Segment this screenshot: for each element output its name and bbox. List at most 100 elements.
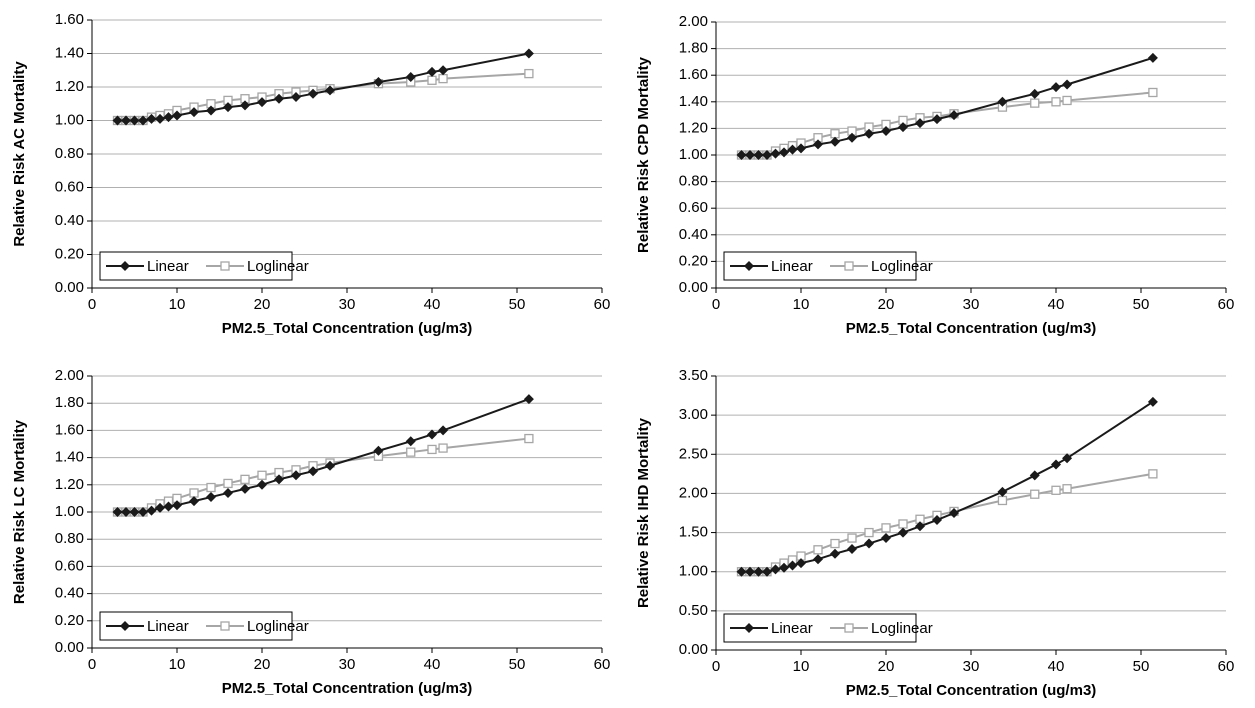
- marker: [274, 93, 284, 104]
- marker: [257, 479, 267, 490]
- marker: [847, 533, 857, 543]
- legend: Linear Loglinear: [99, 611, 309, 641]
- x-tick-label: 60: [594, 296, 611, 313]
- marker: [240, 474, 250, 485]
- marker: [523, 394, 534, 405]
- marker: [796, 143, 806, 154]
- marker: [438, 73, 448, 84]
- legend: Linear Loglinear: [723, 251, 933, 281]
- marker: [915, 118, 925, 129]
- marker: [325, 460, 335, 471]
- marker: [1051, 82, 1061, 93]
- marker: [257, 97, 267, 108]
- x-tick-label: 40: [424, 656, 441, 673]
- marker: [427, 66, 437, 77]
- marker: [206, 105, 216, 116]
- marker: [830, 538, 840, 549]
- marker: [438, 65, 449, 76]
- marker: [308, 88, 318, 99]
- marker: [524, 68, 534, 79]
- legend-label: Loglinear: [247, 618, 309, 635]
- x-tick-label: 10: [793, 658, 810, 675]
- marker: [373, 445, 384, 456]
- y-tick-label: 1.20: [55, 476, 84, 493]
- marker: [112, 115, 123, 126]
- marker: [1051, 459, 1061, 470]
- marker: [155, 502, 165, 513]
- x-tick-label: 10: [169, 656, 186, 673]
- marker: [206, 492, 216, 503]
- x-tick-label: 60: [1218, 296, 1235, 313]
- marker: [997, 96, 1008, 107]
- y-axis-title: Relative Risk AC Mortality: [11, 61, 28, 247]
- marker: [770, 148, 781, 159]
- y-tick-label: 1.20: [55, 78, 84, 95]
- y-tick-label: 0.00: [55, 639, 84, 656]
- marker: [864, 527, 874, 538]
- x-tick-label: 40: [424, 296, 441, 313]
- marker: [813, 139, 823, 150]
- marker: [121, 507, 131, 517]
- marker: [997, 495, 1008, 506]
- legend-label: Loglinear: [247, 258, 309, 275]
- marker: [138, 507, 148, 517]
- x-tick-label: 30: [339, 656, 356, 673]
- marker: [163, 501, 174, 512]
- x-axis-title: PM2.5_Total Concentration (ug/m3): [222, 320, 473, 337]
- y-tick-label: 3.50: [679, 367, 708, 384]
- y-tick-label: 1.60: [55, 11, 84, 28]
- y-tick-label: 0.40: [55, 585, 84, 602]
- marker: [427, 444, 437, 455]
- x-tick-label: 30: [339, 296, 356, 313]
- x-tick-label: 10: [169, 296, 186, 313]
- y-tick-label: 1.00: [679, 146, 708, 163]
- x-tick-label: 30: [963, 296, 980, 313]
- y-tick-label: 2.50: [679, 445, 708, 462]
- legend: Linear Loglinear: [723, 613, 933, 643]
- x-tick-label: 0: [88, 656, 96, 673]
- marker: [898, 527, 908, 538]
- marker: [744, 623, 754, 633]
- series-line: [117, 52, 530, 122]
- marker: [753, 566, 764, 577]
- chart-panel: 0.00 0.20 0.40 0.60 0.80 1.00 1.20 1.40 1.60 1.80…: [635, 13, 1234, 337]
- marker: [787, 560, 798, 571]
- marker: [155, 113, 165, 124]
- marker: [787, 144, 798, 155]
- y-tick-label: 1.60: [679, 66, 708, 83]
- x-tick-label: 0: [88, 296, 96, 313]
- marker: [997, 486, 1008, 497]
- marker: [1029, 88, 1040, 99]
- x-tick-label: 0: [712, 296, 720, 313]
- marker: [736, 150, 747, 160]
- y-tick-label: 0.60: [55, 178, 84, 195]
- marker: [1062, 95, 1072, 106]
- marker: [898, 122, 908, 133]
- legend: Linear Loglinear: [99, 251, 309, 281]
- marker: [830, 129, 840, 139]
- y-tick-label: 1.50: [679, 524, 708, 541]
- y-axis-title: Relative Risk LC Mortality: [11, 419, 28, 604]
- marker: [1062, 453, 1073, 464]
- marker: [881, 523, 891, 533]
- marker: [427, 75, 437, 85]
- marker: [1030, 489, 1040, 499]
- series-line: [741, 400, 1154, 573]
- marker: [438, 443, 448, 453]
- marker: [523, 48, 534, 59]
- y-tick-label: 0.40: [55, 212, 84, 229]
- marker: [223, 478, 233, 489]
- marker: [189, 496, 199, 507]
- marker: [864, 538, 874, 549]
- y-tick-label: 0.00: [679, 279, 708, 296]
- x-tick-label: 20: [254, 656, 271, 673]
- y-tick-label: 1.20: [679, 119, 708, 136]
- x-tick-label: 60: [594, 656, 611, 673]
- chart-panel: 0.00 0.50 1.00 1.50 2.00 2.50 3.00 3.50 0 10 20 30 4…: [635, 367, 1234, 699]
- marker: [112, 507, 123, 517]
- marker: [898, 519, 908, 529]
- legend-label: Loglinear: [871, 620, 933, 637]
- marker: [932, 114, 942, 125]
- marker: [172, 500, 182, 511]
